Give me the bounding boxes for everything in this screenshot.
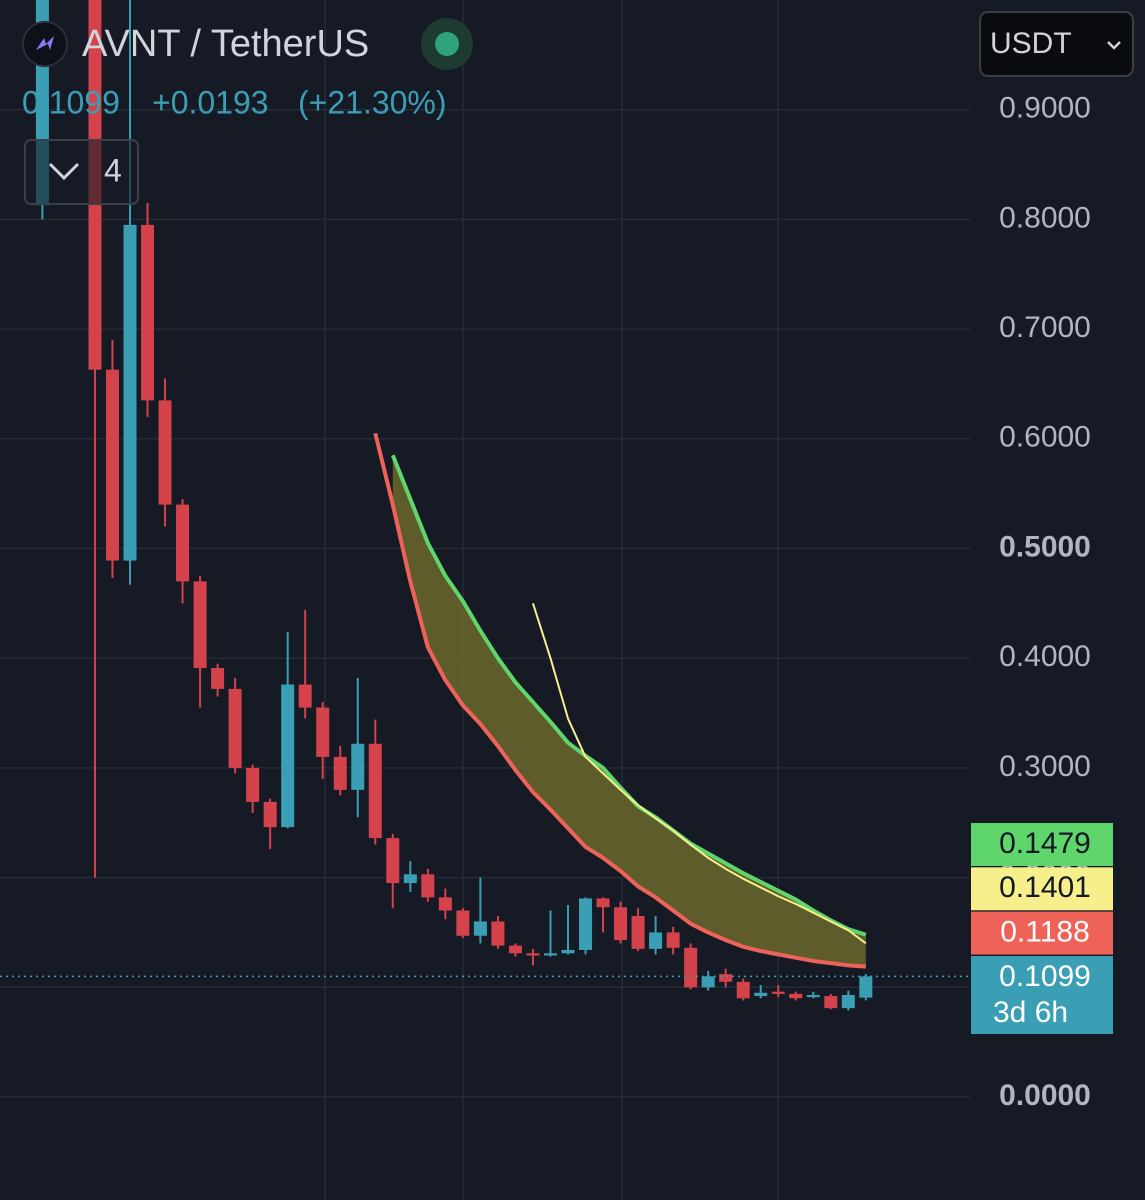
change: +0.0193 <box>152 84 269 120</box>
candle-body <box>824 996 838 1009</box>
candle-body <box>789 993 803 999</box>
y-tick-label: 0.8000 <box>999 201 1091 234</box>
candle-body <box>246 767 260 802</box>
header: AVNT / TetherUS 0.1099 +0.0193 (+21.30%)… <box>22 11 1134 205</box>
candle-body <box>263 801 277 828</box>
candle-body <box>596 898 610 908</box>
candle-body <box>298 684 312 708</box>
overlay-price-box <box>971 867 1113 911</box>
candle-body <box>386 838 400 884</box>
status-dot <box>435 32 459 56</box>
overlay-price-box <box>971 823 1113 866</box>
overlay-line <box>532 603 867 945</box>
candle-body <box>508 945 522 954</box>
chevron-icon <box>48 162 80 181</box>
indicator-toggle[interactable] <box>24 139 139 205</box>
candle-body <box>456 910 470 936</box>
quote-selector-label: USDT <box>990 27 1072 60</box>
overlay-line <box>373 432 866 969</box>
candle-body <box>806 994 820 998</box>
overlay-price-label: 0.1401 <box>999 871 1091 904</box>
candle-body <box>193 581 207 669</box>
candle-body <box>123 224 137 561</box>
y-tick-label: 0.7000 <box>999 311 1091 344</box>
overlay-price-label: 0.1188 <box>1000 916 1090 949</box>
candle-body <box>859 976 873 998</box>
candle-body <box>754 992 768 997</box>
candle-body <box>211 668 225 689</box>
grid <box>0 0 970 1200</box>
candle-body <box>228 688 242 768</box>
candle-body <box>421 874 435 898</box>
candle-body <box>438 897 452 911</box>
y-tick-label: 0.5000 <box>999 530 1091 563</box>
candle-body <box>561 949 575 954</box>
symbol: AVNT / TetherUS <box>82 23 369 65</box>
candle-body <box>736 981 750 999</box>
candle-body <box>701 976 715 988</box>
candle-body <box>543 953 557 956</box>
current-price-label: 0.1099 <box>999 960 1091 993</box>
candle-body <box>614 907 628 941</box>
dropdown-icon <box>1107 41 1121 50</box>
candle-body <box>666 932 680 948</box>
candle-body <box>649 932 663 949</box>
y-tick-label: 0.4000 <box>999 640 1091 673</box>
candle-body <box>473 921 487 936</box>
candle-body <box>351 743 365 790</box>
candle-body <box>316 707 330 757</box>
last-price: 0.1099 <box>22 84 120 120</box>
coin-logo-mark <box>36 36 54 50</box>
candle-body <box>579 898 593 950</box>
candle-body <box>368 743 382 839</box>
candle-body <box>771 991 785 994</box>
candle-body <box>526 953 540 956</box>
y-tick-label: 0.3000 <box>999 750 1091 783</box>
change-percent: (+21.30%) <box>298 84 447 120</box>
candle-body <box>403 874 417 884</box>
countdown-label: 3d 6h <box>993 996 1068 1029</box>
quote-selector[interactable] <box>979 11 1134 77</box>
candle-body <box>158 400 172 505</box>
indicator-count: 4 <box>104 152 122 188</box>
candle-body <box>176 504 190 582</box>
current-price-box <box>971 956 1113 1034</box>
y-tick-label: 0.6000 <box>999 421 1091 454</box>
candle-body <box>333 756 347 790</box>
candle-body <box>841 994 855 1009</box>
candle-body <box>684 947 698 988</box>
plot-area <box>0 0 970 1011</box>
y-tick-label: 0.0000 <box>999 1079 1091 1112</box>
candle-body <box>631 915 645 949</box>
y-tick-label: 0.9000 <box>999 92 1091 125</box>
candle-body <box>105 369 119 561</box>
overlay-price-label: 0.1479 <box>999 827 1091 860</box>
price-labels: 0.00000.10000.20000.30000.40000.50000.60… <box>971 92 1113 1112</box>
candle-body <box>141 224 155 401</box>
candle-body <box>281 684 295 828</box>
overlay-price-box <box>971 911 1113 955</box>
candle-body <box>719 974 733 982</box>
candle-body <box>491 921 505 946</box>
